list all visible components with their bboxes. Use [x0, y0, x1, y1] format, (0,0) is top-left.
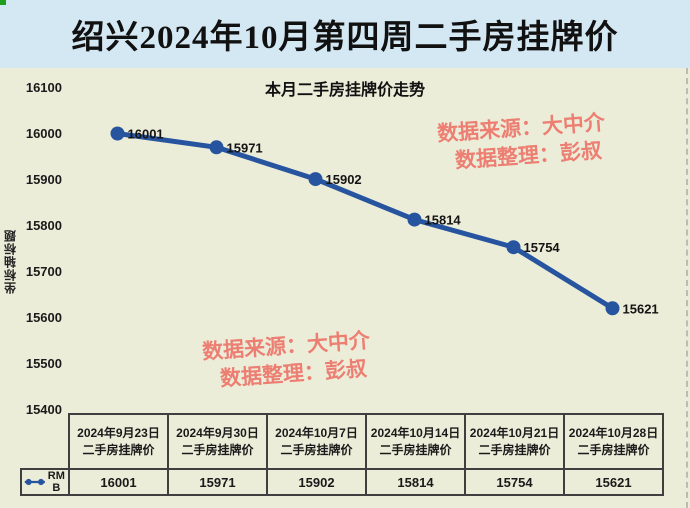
legend-cell[interactable]: RMB: [20, 468, 70, 496]
table-value-cell[interactable]: 15971: [167, 468, 268, 496]
y-tick: 16000: [25, 126, 62, 141]
y-axis-ticks: 16100 16000 15900 15800 15700 15600 1550…: [14, 81, 62, 417]
table-value-cell[interactable]: 16001: [68, 468, 169, 496]
table-header-cell[interactable]: 2024年10月28日二手房挂牌价: [563, 413, 664, 470]
line-series-legend-icon: [24, 478, 45, 486]
data-point[interactable]: [209, 140, 224, 155]
data-point[interactable]: [308, 172, 323, 187]
table-header-cell[interactable]: 2024年9月30日二手房挂牌价: [167, 413, 268, 470]
table-header-row: 2024年9月23日二手房挂牌价 2024年9月30日二手房挂牌价 2024年1…: [21, 413, 664, 470]
table-header-cell[interactable]: 2024年10月7日二手房挂牌价: [266, 413, 367, 470]
table-value-cell[interactable]: 15902: [266, 468, 367, 496]
table-corner-cell: [21, 414, 69, 469]
watermark-top-right: 数据来源：大中介 数据整理：彭叔: [436, 108, 607, 176]
y-tick: 16100: [25, 80, 62, 95]
table-value-cell[interactable]: 15754: [464, 468, 565, 496]
chart-data-table: 2024年9月23日二手房挂牌价 2024年9月30日二手房挂牌价 2024年1…: [20, 413, 664, 496]
data-label: 15902: [326, 172, 362, 187]
data-point[interactable]: [506, 240, 521, 255]
page-title: 绍兴2024年10月第四周二手房挂牌价: [71, 20, 619, 56]
title-banner: 绍兴2024年10月第四周二手房挂牌价: [0, 0, 690, 68]
data-label: 16001: [128, 127, 164, 142]
corner-marker: [0, 0, 6, 5]
y-tick: 15600: [25, 310, 62, 325]
data-point[interactable]: [605, 301, 620, 316]
chart-title: 本月二手房挂牌价走势: [264, 82, 425, 99]
table-value-cell[interactable]: 15814: [365, 468, 466, 496]
data-point[interactable]: [110, 126, 125, 141]
y-tick: 15800: [25, 218, 62, 233]
table-value-cell[interactable]: 15621: [563, 468, 664, 496]
data-label: 15754: [524, 240, 561, 255]
y-tick: 15500: [25, 356, 62, 371]
y-tick: 15900: [25, 172, 62, 187]
watermark-bottom-left: 数据来源：大中介 数据整理：彭叔: [201, 326, 372, 394]
price-line[interactable]: [115, 131, 615, 311]
table-header-cell[interactable]: 2024年10月21日二手房挂牌价: [464, 413, 565, 470]
legend-series-label: RMB: [47, 470, 65, 494]
data-label: 15814: [425, 213, 462, 228]
data-label: 15621: [623, 301, 659, 316]
table-header-cell[interactable]: 2024年10月14日二手房挂牌价: [365, 413, 466, 470]
data-point[interactable]: [407, 212, 422, 227]
y-tick: 15400: [25, 402, 62, 417]
table-header-cell[interactable]: 2024年9月23日二手房挂牌价: [68, 413, 169, 470]
page-break-dashed-line: [686, 68, 688, 508]
y-tick: 15700: [25, 264, 62, 279]
data-label: 15971: [227, 140, 263, 155]
table-value-row: RMB 16001 15971 15902 15814 15754 15621: [20, 468, 664, 496]
